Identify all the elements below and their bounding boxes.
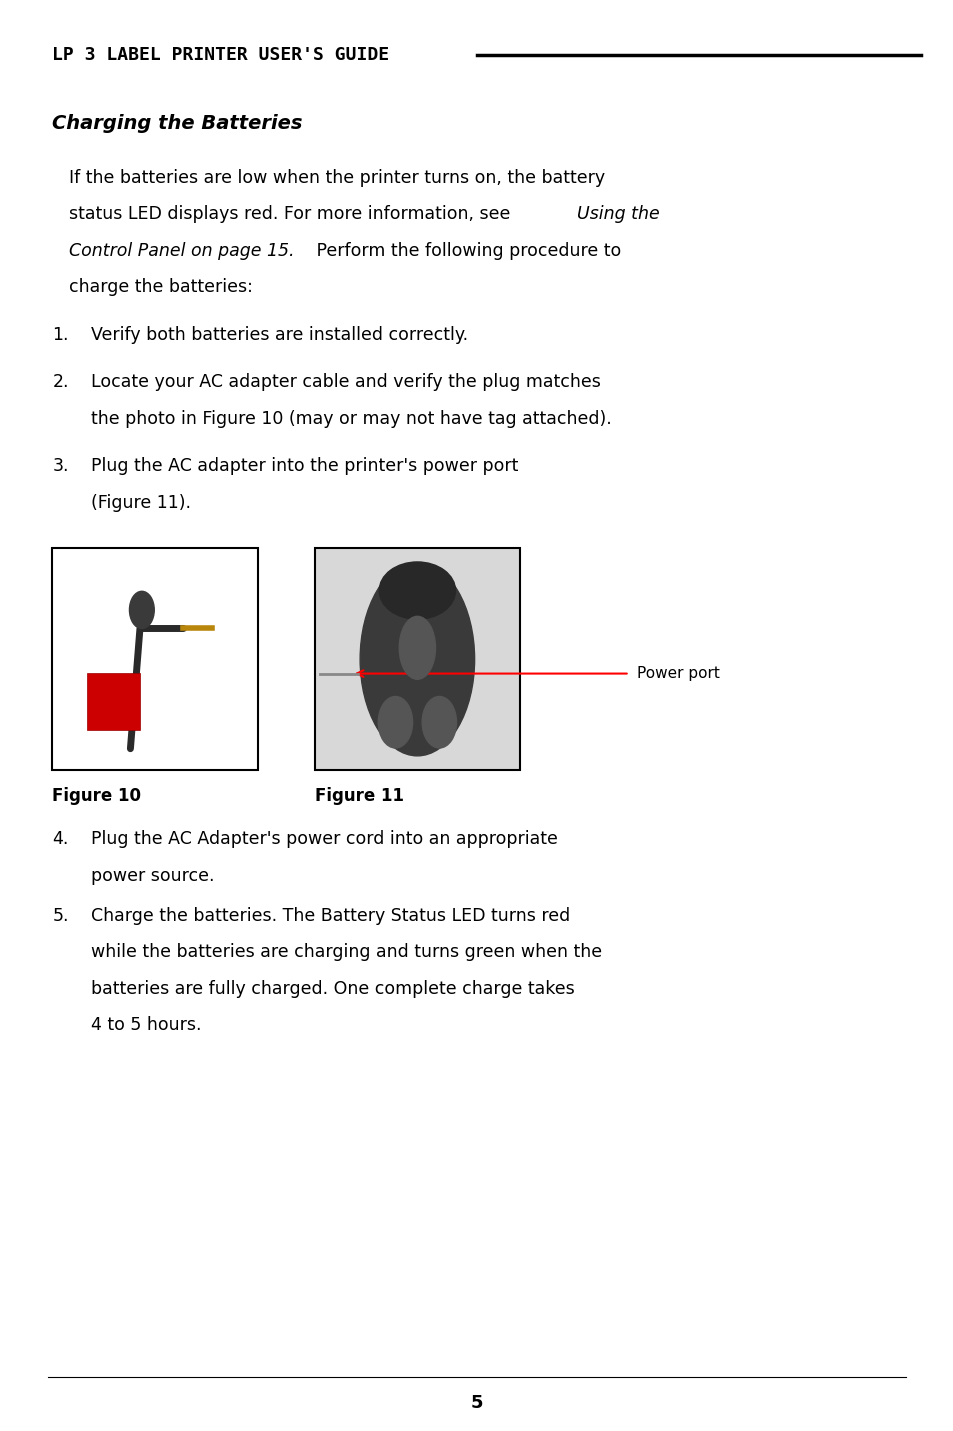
Text: Locate your AC adapter cable and verify the plug matches: Locate your AC adapter cable and verify … [91, 373, 599, 391]
Ellipse shape [359, 562, 475, 756]
Text: the photo in Figure 10 (may or may not have tag attached).: the photo in Figure 10 (may or may not h… [91, 409, 611, 428]
Text: charge the batteries:: charge the batteries: [69, 278, 253, 296]
Text: LP 3 LABEL PRINTER USER'S GUIDE: LP 3 LABEL PRINTER USER'S GUIDE [52, 46, 389, 64]
Bar [88, 673, 140, 730]
Text: status LED displays red. For more information, see: status LED displays red. For more inform… [69, 205, 515, 223]
Text: If the batteries are low when the printer turns on, the battery: If the batteries are low when the printe… [69, 169, 604, 187]
Text: Control Panel on page 15.: Control Panel on page 15. [69, 242, 294, 260]
Text: batteries are fully charged. One complete charge takes: batteries are fully charged. One complet… [91, 980, 574, 997]
Text: Using the: Using the [577, 205, 659, 223]
Text: Charge the batteries. The Battery Status LED turns red: Charge the batteries. The Battery Status… [91, 907, 569, 924]
Ellipse shape [398, 617, 435, 680]
Circle shape [130, 591, 154, 628]
Text: Figure 11: Figure 11 [314, 787, 403, 806]
Text: power source.: power source. [91, 867, 213, 884]
Ellipse shape [378, 562, 456, 620]
Text: Plug the AC Adapter's power cord into an appropriate: Plug the AC Adapter's power cord into an… [91, 830, 557, 849]
Text: 1.: 1. [52, 326, 69, 343]
Text: 5: 5 [470, 1394, 483, 1412]
Text: Perform the following procedure to: Perform the following procedure to [311, 242, 620, 260]
Text: 2.: 2. [52, 373, 69, 391]
Text: (Figure 11).: (Figure 11). [91, 494, 191, 512]
Text: Charging the Batteries: Charging the Batteries [52, 114, 303, 133]
Text: Figure 10: Figure 10 [52, 787, 141, 806]
Text: 3.: 3. [52, 456, 69, 475]
Text: 4 to 5 hours.: 4 to 5 hours. [91, 1016, 201, 1035]
Bar [314, 548, 519, 770]
Text: 4.: 4. [52, 830, 69, 849]
Circle shape [377, 697, 412, 748]
Text: Verify both batteries are installed correctly.: Verify both batteries are installed corr… [91, 326, 467, 343]
Circle shape [421, 697, 456, 748]
Text: while the batteries are charging and turns green when the: while the batteries are charging and tur… [91, 943, 601, 962]
Text: Power port: Power port [637, 665, 720, 681]
Text: 5.: 5. [52, 907, 69, 924]
Text: Plug the AC adapter into the printer's power port: Plug the AC adapter into the printer's p… [91, 456, 517, 475]
Bar [52, 548, 257, 770]
